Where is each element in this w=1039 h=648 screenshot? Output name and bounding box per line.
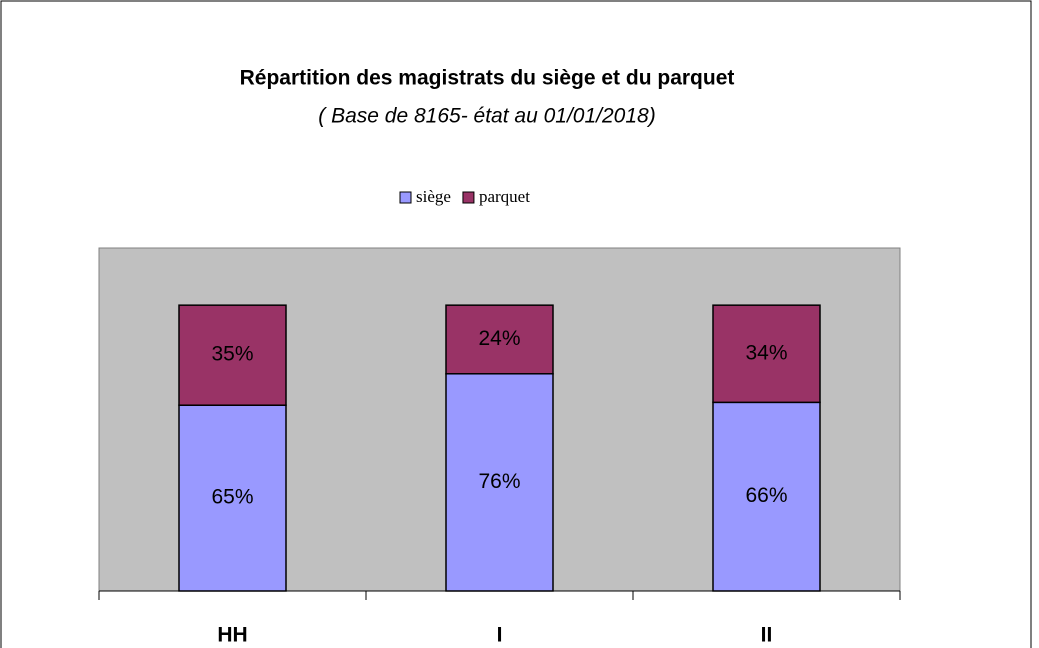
legend-swatch xyxy=(462,191,475,204)
x-tick-label: I xyxy=(497,624,503,647)
bar-segment xyxy=(712,304,821,404)
data-label: 35% xyxy=(211,343,253,366)
bar-segment xyxy=(445,373,554,592)
chart-title: Répartition des magistrats du siège et d… xyxy=(240,67,735,90)
data-label: 76% xyxy=(478,470,520,493)
bar-segment xyxy=(445,304,554,375)
legend-label: siège xyxy=(416,187,451,206)
data-label: 34% xyxy=(745,341,787,364)
x-tick-label: HH xyxy=(217,624,247,647)
bar-segment xyxy=(178,304,287,406)
legend-swatch xyxy=(399,191,412,204)
data-label: 65% xyxy=(211,486,253,509)
chart-subtitle: ( Base de 8165- état au 01/01/2018) xyxy=(318,105,655,128)
legend-label: parquet xyxy=(479,187,530,206)
data-label: 66% xyxy=(745,484,787,507)
x-tick-label: II xyxy=(761,624,773,647)
bar-segment xyxy=(712,401,821,592)
data-label: 24% xyxy=(478,327,520,350)
